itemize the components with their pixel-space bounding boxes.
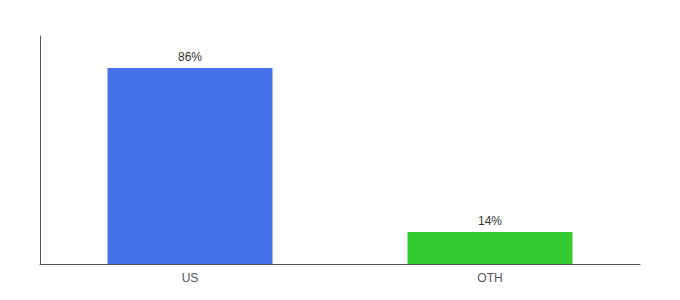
svg-text:US: US [182, 271, 199, 285]
svg-text:OTH: OTH [477, 271, 502, 285]
svg-text:14%: 14% [478, 214, 502, 228]
svg-text:86%: 86% [178, 50, 202, 64]
